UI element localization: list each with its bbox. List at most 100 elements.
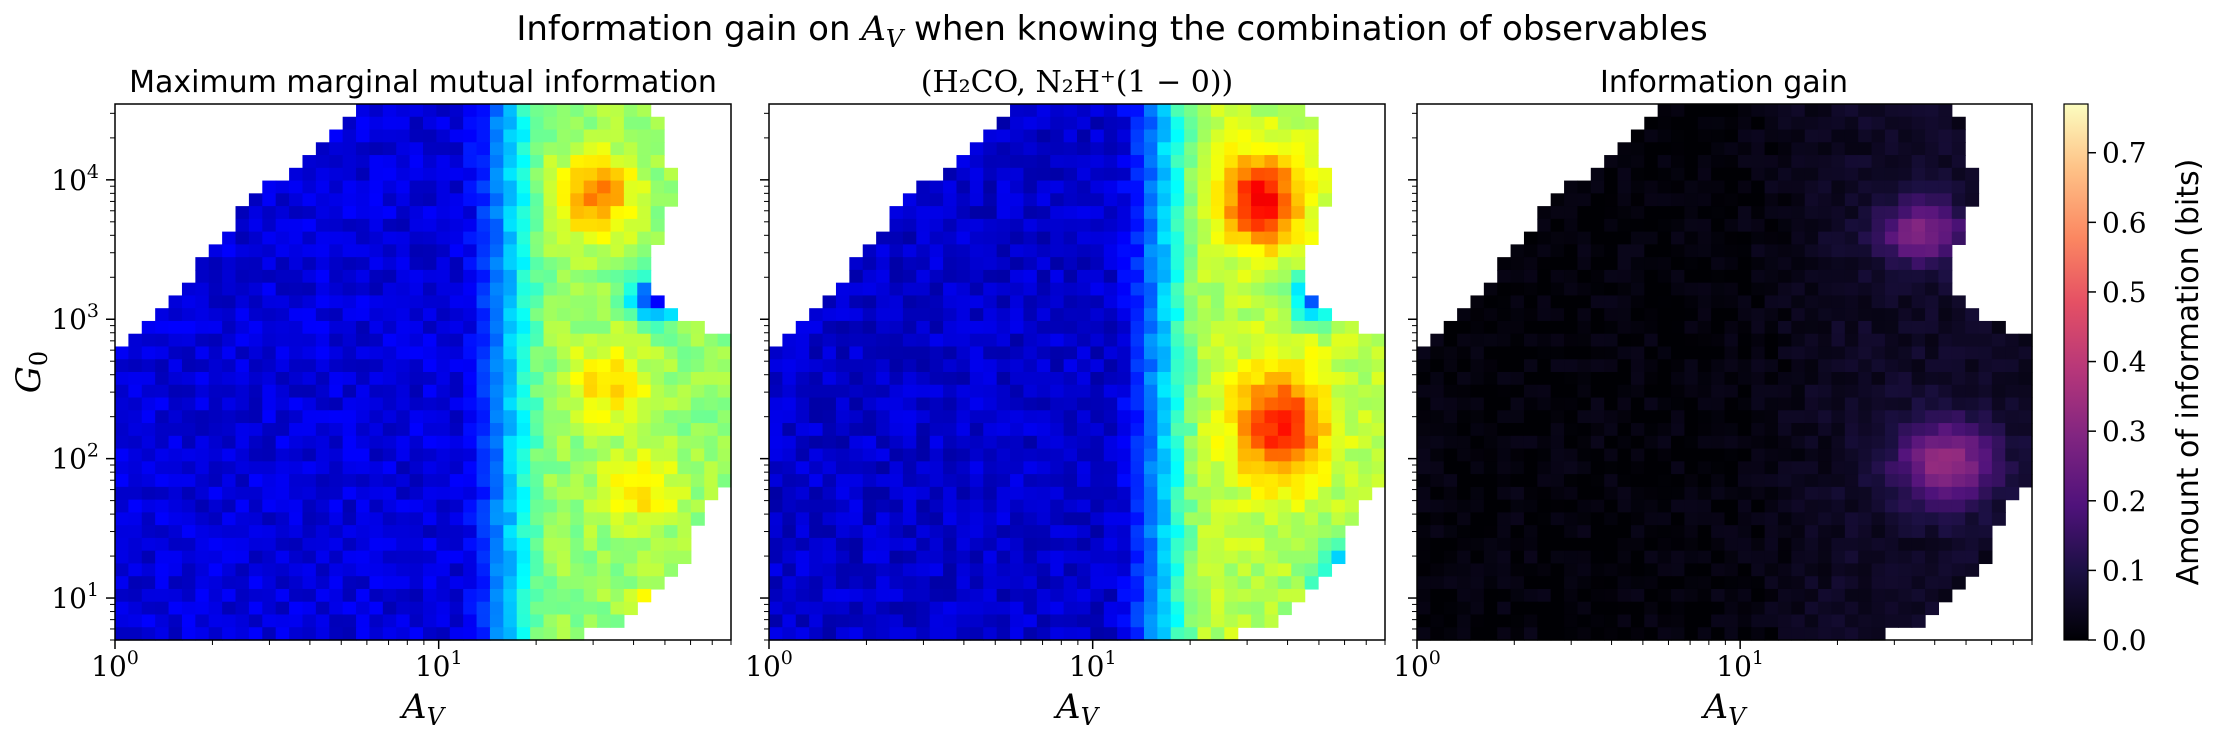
heatmap-cell <box>889 257 904 271</box>
heatmap-cell <box>1791 614 1806 628</box>
heatmap-cell <box>583 231 598 245</box>
heatmap-cell <box>1237 359 1252 373</box>
heatmap-cell <box>222 499 237 513</box>
heatmap-cell <box>530 588 545 603</box>
heatmap-cell <box>637 308 652 322</box>
heatmap-cell <box>1523 525 1538 539</box>
heatmap-cell <box>556 142 571 156</box>
heatmap-cell <box>262 588 277 603</box>
heatmap-cell <box>1550 359 1565 373</box>
heatmap-cell <box>1023 167 1038 182</box>
heatmap-cell <box>956 435 971 450</box>
heatmap-cell <box>1470 308 1485 322</box>
heatmap-cell <box>583 155 598 169</box>
heatmap-cell <box>489 295 504 309</box>
heatmap-cell <box>1697 588 1712 603</box>
heatmap-cell <box>1951 397 1966 411</box>
heatmap-cell <box>489 448 504 462</box>
heatmap-cell <box>1510 461 1525 475</box>
heatmap-cell <box>1871 512 1886 526</box>
heatmap-cell <box>1590 180 1605 194</box>
heatmap-cell <box>1510 384 1525 399</box>
heatmap-cell <box>1050 346 1065 360</box>
heatmap-cell <box>1791 601 1806 616</box>
heatmap-cell <box>1036 257 1051 271</box>
heatmap-cell <box>1237 244 1252 258</box>
heatmap-cell <box>489 244 504 258</box>
heatmap-cell <box>1777 231 1792 245</box>
heatmap-cell <box>262 537 277 552</box>
heatmap-cell <box>597 104 612 118</box>
heatmap-cell <box>1604 308 1619 322</box>
heatmap-cell <box>329 563 344 577</box>
heatmap-cell <box>423 435 437 450</box>
heatmap-cell <box>1210 269 1225 284</box>
heatmap-cell <box>795 627 810 641</box>
heatmap-cell <box>597 257 612 271</box>
heatmap-cell <box>1844 116 1859 131</box>
heatmap-cell <box>1644 486 1659 501</box>
heatmap-cell <box>1564 257 1579 271</box>
heatmap-cell <box>1711 588 1726 603</box>
heatmap-cell <box>1510 320 1525 335</box>
heatmap-cell <box>503 155 518 169</box>
heatmap-cell <box>1063 116 1078 131</box>
heatmap-cell <box>795 359 810 373</box>
heatmap-cell <box>489 346 504 360</box>
heatmap-cell <box>543 461 558 475</box>
heatmap-cell <box>208 486 223 501</box>
heatmap-cell <box>516 525 531 539</box>
heatmap-cell <box>556 397 571 411</box>
heatmap-cell <box>356 346 371 360</box>
heatmap-cell <box>356 601 371 616</box>
heatmap-cell <box>583 588 598 603</box>
heatmap-cell <box>1304 116 1319 131</box>
heatmap-cell <box>650 384 665 399</box>
heatmap-cell <box>889 448 904 462</box>
heatmap-cell <box>1804 295 1819 309</box>
heatmap-cell <box>1010 410 1025 424</box>
heatmap-cell <box>1965 486 1980 501</box>
heatmap-cell <box>943 614 958 628</box>
heatmap-cell <box>889 614 904 628</box>
heatmap-cell <box>463 372 478 386</box>
heatmap-cell <box>1711 269 1726 284</box>
heatmap-cell <box>623 320 638 335</box>
heatmap-cell <box>222 474 237 488</box>
heatmap-cell <box>1818 410 1833 424</box>
heatmap-cell <box>1523 448 1538 462</box>
heatmap-cell <box>356 384 371 399</box>
heatmap-cell <box>969 461 984 475</box>
heatmap-cell <box>1430 474 1445 488</box>
heatmap-cell <box>1457 461 1472 475</box>
heatmap-cell <box>289 295 304 309</box>
heatmap-cell <box>342 537 357 552</box>
heatmap-cell <box>1430 333 1445 348</box>
heatmap-cell <box>1791 537 1806 552</box>
heatmap-cell <box>1777 282 1792 297</box>
heatmap-cell <box>1671 116 1685 131</box>
heatmap-cell <box>262 525 277 539</box>
heatmap-cell <box>409 423 424 437</box>
heatmap-cell <box>396 244 411 258</box>
heatmap-cell <box>969 512 984 526</box>
heatmap-cell <box>302 320 317 335</box>
heatmap-cell <box>1764 384 1779 399</box>
heatmap-cell <box>1604 448 1619 462</box>
heatmap-cell <box>1157 231 1172 245</box>
heatmap-cell <box>543 601 558 616</box>
heatmap-cell <box>1457 576 1472 590</box>
heatmap-cell <box>1590 282 1605 297</box>
heatmap-cell <box>1497 397 1512 411</box>
heatmap-cell <box>664 537 679 552</box>
heatmap-cell <box>543 512 558 526</box>
heatmap-cell <box>862 423 877 437</box>
heatmap-cell <box>489 104 504 118</box>
heatmap-cell <box>1358 372 1373 386</box>
heatmap-cell <box>1711 180 1726 194</box>
heatmap-cell <box>929 193 944 207</box>
heatmap-cell <box>1604 525 1619 539</box>
heatmap-cell <box>1791 563 1806 577</box>
heatmap-cell <box>1197 410 1212 424</box>
heatmap-cell <box>822 563 837 577</box>
